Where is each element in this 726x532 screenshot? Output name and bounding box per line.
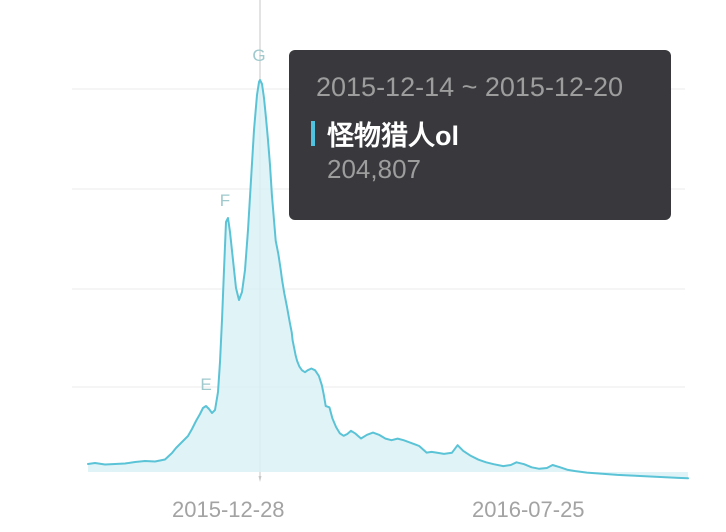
svg-text:2015-12-28: 2015-12-28 bbox=[172, 497, 285, 522]
svg-text:F: F bbox=[220, 191, 230, 210]
svg-text:G: G bbox=[252, 46, 265, 65]
svg-text:2016-07-25: 2016-07-25 bbox=[472, 497, 585, 522]
svg-text:E: E bbox=[200, 375, 211, 394]
